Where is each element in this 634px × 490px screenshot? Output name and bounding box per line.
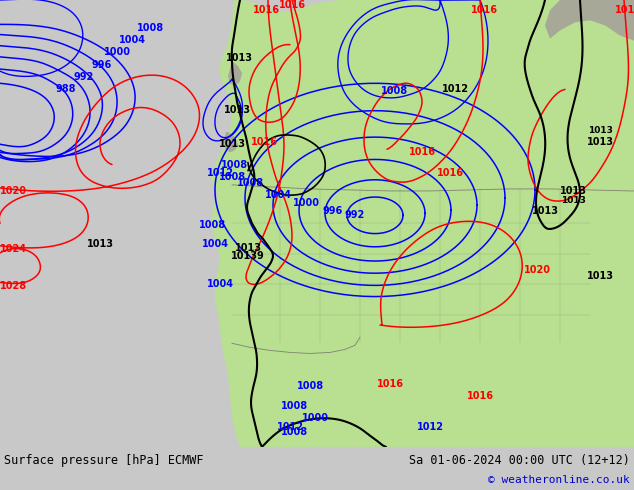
Text: 996: 996 xyxy=(91,60,111,70)
Text: 1016: 1016 xyxy=(278,0,306,10)
Text: 1020: 1020 xyxy=(0,186,27,196)
Text: 1012: 1012 xyxy=(417,421,444,432)
Text: 1024: 1024 xyxy=(0,244,27,254)
Text: 1020: 1020 xyxy=(524,265,551,275)
Text: 1008: 1008 xyxy=(236,178,264,188)
Text: Sa 01-06-2024 00:00 UTC (12+12): Sa 01-06-2024 00:00 UTC (12+12) xyxy=(409,454,630,467)
Text: 1013: 1013 xyxy=(235,243,261,253)
Text: 1013: 1013 xyxy=(531,206,559,216)
Text: 1004: 1004 xyxy=(207,279,233,290)
Text: 1008: 1008 xyxy=(281,427,309,437)
Text: 1004: 1004 xyxy=(202,239,228,249)
Text: © weatheronline.co.uk: © weatheronline.co.uk xyxy=(488,475,630,485)
Text: 1008: 1008 xyxy=(382,86,408,97)
Text: 1013: 1013 xyxy=(559,186,586,196)
Text: 1008: 1008 xyxy=(297,381,323,391)
Text: 1016: 1016 xyxy=(470,5,498,15)
Text: 1016: 1016 xyxy=(436,168,463,178)
Text: 1004: 1004 xyxy=(264,190,292,200)
Text: 10139: 10139 xyxy=(231,251,265,261)
Text: 992: 992 xyxy=(74,72,94,82)
Text: 1000: 1000 xyxy=(292,198,320,208)
Text: 1013: 1013 xyxy=(226,53,252,63)
Text: 1013: 1013 xyxy=(586,137,614,147)
Text: Surface pressure [hPa] ECMWF: Surface pressure [hPa] ECMWF xyxy=(4,454,204,467)
Polygon shape xyxy=(195,0,634,447)
Text: 1013: 1013 xyxy=(560,196,585,205)
Text: 1012: 1012 xyxy=(207,168,233,178)
Text: 1012: 1012 xyxy=(441,84,469,95)
Text: 1008: 1008 xyxy=(219,172,245,182)
Polygon shape xyxy=(224,132,238,152)
Text: 988: 988 xyxy=(55,84,75,95)
Polygon shape xyxy=(545,0,634,41)
Text: 1008: 1008 xyxy=(200,220,226,230)
Text: 1000: 1000 xyxy=(104,47,131,57)
Polygon shape xyxy=(228,61,242,86)
Text: 1016: 1016 xyxy=(467,391,493,401)
Text: 992: 992 xyxy=(345,210,365,221)
Text: 996: 996 xyxy=(323,206,343,216)
Text: 1004: 1004 xyxy=(119,35,146,45)
Text: ↓: ↓ xyxy=(245,251,251,257)
Text: 1000: 1000 xyxy=(302,414,328,423)
Text: 1016: 1016 xyxy=(614,5,634,15)
Text: 1016: 1016 xyxy=(250,137,278,147)
Text: 1013: 1013 xyxy=(86,239,113,249)
Text: 1008: 1008 xyxy=(221,160,249,170)
Text: 1013: 1013 xyxy=(588,125,612,134)
Text: 1008: 1008 xyxy=(137,24,164,33)
Text: 1016: 1016 xyxy=(252,5,280,15)
Text: 1012: 1012 xyxy=(276,421,304,432)
Text: 1013: 1013 xyxy=(224,105,250,115)
Text: 1028: 1028 xyxy=(0,281,27,292)
Text: 1013: 1013 xyxy=(219,139,245,149)
Text: 1016: 1016 xyxy=(377,379,403,389)
Text: 1016: 1016 xyxy=(408,147,436,157)
Text: 1008: 1008 xyxy=(281,401,309,411)
Text: 1013: 1013 xyxy=(586,271,614,281)
